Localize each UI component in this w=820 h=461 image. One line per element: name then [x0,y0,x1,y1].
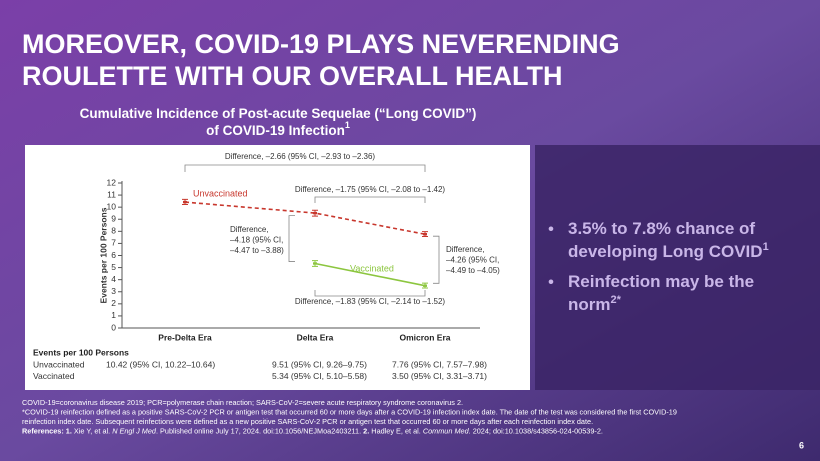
y-axis-label: Events per 100 Persons [98,207,108,303]
bullet-text: norm2* [568,294,622,315]
reference-part: Hadley E, et al. [369,426,423,435]
series-line [314,262,426,287]
annotation: Difference, –1.83 (95% CI, –2.14 to –1.5… [295,297,446,306]
table-cell: 9.51 (95% CI, 9.26–9.75) [272,359,367,369]
annotation: Difference, [230,225,269,234]
bullet-text: 3.5% to 7.8% chance of [568,219,755,238]
references: References: 1. Xie Y, et al. N Engl J Me… [22,426,603,435]
table-cell: 10.42 (95% CI, 10.22–10.64) [106,359,215,369]
reference-part: N Engl J Med [112,426,157,435]
table-title: Events per 100 Persons [33,347,129,357]
point [423,284,427,287]
y-tick-label: 5 [111,262,116,272]
reference-part: References: 1. [22,426,72,435]
bullet-text: Reinfection may be the [568,272,754,291]
y-tick-label: 3 [111,286,116,296]
annotation: Difference, –2.66 (95% CI, –2.93 to –2.3… [225,152,376,161]
bullet-dot: • [548,219,554,238]
y-tick-label: 6 [111,250,116,260]
chart-title-line: Cumulative Incidence of Post-acute Seque… [80,106,477,121]
reference-part: . Published online July 17, 2024. doi:10… [156,426,363,435]
chart-title: Cumulative Incidence of Post-acute Seque… [80,106,477,121]
y-tick-label: 8 [111,226,116,236]
y-tick-label: 1 [111,310,116,320]
x-tick-label: Pre-Delta Era [158,332,212,342]
y-tick-label: 12 [107,177,117,187]
y-tick-label: 4 [111,274,116,284]
point [183,200,187,204]
slide-title: ROULETTE WITH OUR OVERALL HEALTH [22,61,562,91]
bracket [314,196,426,203]
bracket [288,215,295,262]
footnote: reinfection index date. Subsequent reinf… [22,417,593,426]
y-tick-label: 11 [107,189,116,199]
chart-panel [25,145,530,390]
point [313,262,317,265]
annotation: –4.47 to –3.88) [230,246,284,255]
series-line [184,201,426,236]
chart-title-line: of COVID-19 Infection [206,123,345,138]
annotation: Difference, [446,245,485,254]
slide-title: MOREOVER, COVID-19 PLAYS NEVERENDING [22,29,620,59]
chart-title-ref: 1 [345,120,350,130]
point [423,233,427,236]
reference-part: Xie Y, et al. [72,426,112,435]
bullet-dot: • [548,272,554,291]
bullet-line: 3.5% to 7.8% chance of [568,219,755,238]
chart-title: of COVID-19 Infection1 [206,120,350,137]
table-cell: 3.50 (95% CI, 3.31–3.71) [392,371,487,381]
y-tick-label: 7 [111,238,116,248]
page-number: 6 [799,440,804,450]
bullet-ref: 2* [611,294,622,306]
bullet-line: developing Long COVID [568,242,763,261]
footnote: *COVID-19 reinfection defined as a posit… [22,407,677,416]
bullet-line: Reinfection may be the [568,272,754,291]
bullet-text: developing Long COVID1 [568,241,769,262]
annotation: –4.49 to –4.05) [446,266,500,275]
bracket [433,235,440,284]
x-tick-label: Omicron Era [399,332,450,342]
series-label: Vaccinated [350,263,394,273]
bracket [184,164,426,172]
reference-part: 2. [363,426,369,435]
table-cell: Vaccinated [33,371,75,381]
annotation: Difference, –1.75 (95% CI, –2.08 to –1.4… [295,185,446,194]
annotation: –4.26 (95% CI, [446,256,499,265]
bullet-line: norm [568,295,611,314]
y-tick-label: 9 [111,214,116,224]
bracket [314,290,426,297]
bullet-ref: 1 [763,241,769,253]
reference-part: . 2024; doi:10.1038/s43856-024-00539-2. [469,426,603,435]
point [313,211,317,215]
table-cell: 7.76 (95% CI, 7.57–7.98) [392,359,487,369]
y-tick-label: 0 [111,322,116,332]
footnote: COVID-19=coronavirus disease 2019; PCR=p… [22,398,463,407]
table-cell: Unvaccinated [33,359,85,369]
bullet-panel [535,145,820,390]
series-label: Unvaccinated [193,188,248,198]
y-tick-label: 2 [111,298,116,308]
annotation: –4.18 (95% CI, [230,236,283,245]
y-tick-label: 10 [107,201,117,211]
x-tick-label: Delta Era [297,332,334,342]
reference-part: Commun Med [423,426,470,435]
table-cell: 5.34 (95% CI, 5.10–5.58) [272,371,367,381]
